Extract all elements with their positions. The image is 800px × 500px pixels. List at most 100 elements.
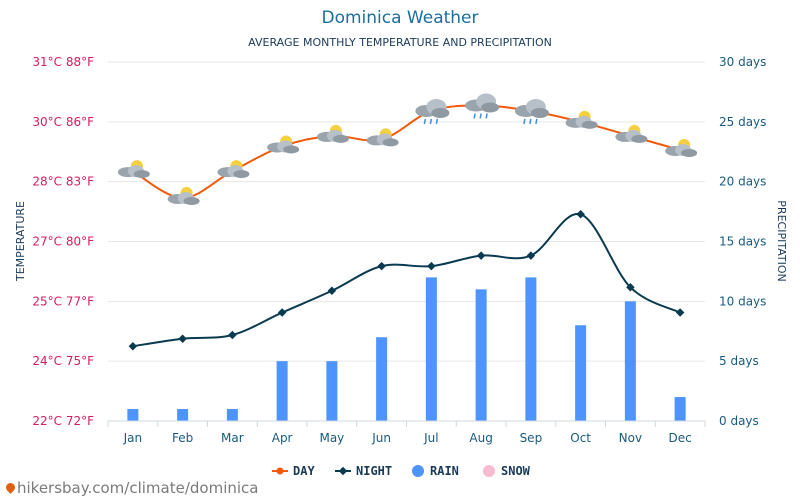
rain-cloud-icon <box>415 98 450 125</box>
cloud-shape <box>233 170 250 179</box>
cloud-shape <box>681 148 698 157</box>
left-tick-label: 31°C 88°F <box>32 55 94 69</box>
cloud-shape <box>431 107 450 118</box>
footer-link[interactable]: hikersbay.com/climate/dominica <box>4 479 259 497</box>
raindrop <box>429 118 433 125</box>
left-tick-label: 28°C 83°F <box>32 175 94 189</box>
night-point <box>178 334 187 343</box>
night-point <box>277 308 287 317</box>
raindrop <box>535 118 538 125</box>
partly-cloudy-icon <box>615 124 648 143</box>
x-tick-label: Feb <box>172 431 193 445</box>
raindrop <box>473 113 476 119</box>
cloud-shape <box>581 120 598 129</box>
right-tick-label: 15 days <box>719 235 766 249</box>
x-tick-label: Oct <box>570 431 591 445</box>
x-tick-label: Nov <box>619 431 642 445</box>
legend-marker-day <box>276 467 284 475</box>
axes: 22°C 72°F 24°C 75°F 25°C 77°F 27°C 80°F 28°C… <box>32 55 766 445</box>
legend-marker-rain <box>412 465 424 477</box>
rain-bars <box>127 277 686 421</box>
x-tick-label: May <box>319 431 344 445</box>
right-tick-label: 10 days <box>719 294 766 308</box>
left-tick-label: 24°C 75°F <box>32 354 94 368</box>
night-point <box>476 251 486 260</box>
partly-cloudy-icon <box>117 160 150 179</box>
x-tick-label: Sep <box>520 431 543 445</box>
partly-cloudy-icon <box>366 128 399 147</box>
cloud-shape <box>382 138 399 147</box>
weather-icons <box>117 93 698 205</box>
rain-cloud-icon <box>465 93 500 119</box>
raindrop <box>523 118 526 125</box>
y-axis-label-right: PRECIPITATION <box>775 200 788 281</box>
x-tick-label: Mar <box>221 431 244 445</box>
chart-title: Dominica Weather <box>321 8 478 28</box>
legend: DAY NIGHT RAIN SNOW <box>272 464 531 478</box>
cloud-shape <box>283 145 300 154</box>
partly-cloudy-icon <box>217 160 250 179</box>
cloud-shape <box>481 102 500 113</box>
raindrop <box>479 113 482 119</box>
x-tick-label: Jul <box>423 431 438 445</box>
rain-bar <box>624 301 636 421</box>
rain-bar <box>674 397 686 421</box>
cloud-shape <box>530 107 549 118</box>
partly-cloudy-icon <box>565 110 598 129</box>
right-tick-label: 30 days <box>719 55 766 69</box>
rain-cloud-icon <box>514 98 549 125</box>
left-tick-label: 25°C 77°F <box>32 294 94 308</box>
partly-cloudy-icon <box>167 186 200 205</box>
legend-marker-snow <box>483 465 495 477</box>
night-point <box>526 251 536 260</box>
raindrop <box>423 118 427 125</box>
x-tick-label: Aug <box>469 431 492 445</box>
day-line <box>132 104 681 199</box>
legend-label-snow: SNOW <box>501 464 531 478</box>
rain-bar <box>475 289 487 421</box>
night-line <box>132 213 681 348</box>
map-pin-icon <box>4 481 17 494</box>
night-point <box>377 261 386 271</box>
night-point <box>128 341 138 351</box>
left-tick-label: 22°C 72°F <box>32 414 94 428</box>
x-tick-label: Dec <box>669 431 692 445</box>
legend-marker-night <box>338 466 348 476</box>
grid <box>108 61 705 422</box>
rain-bar <box>575 325 587 421</box>
rain-bar <box>127 409 139 421</box>
night-point <box>427 261 436 271</box>
footer-text: hikersbay.com/climate/dominica <box>17 479 259 497</box>
rain-bar <box>376 337 388 421</box>
night-point <box>327 286 337 296</box>
night-point <box>626 283 635 292</box>
raindrop <box>529 118 532 125</box>
night-point <box>675 308 685 317</box>
right-tick-label: 25 days <box>719 115 766 129</box>
temperature-lines <box>128 104 685 351</box>
y-axis-label-left: TEMPERATURE <box>14 201 27 282</box>
x-tick-label: Jan <box>123 431 143 445</box>
left-tick-label: 27°C 80°F <box>32 235 94 249</box>
x-tick-label: Jun <box>371 431 391 445</box>
rain-bar <box>177 409 189 421</box>
legend-label-day: DAY <box>293 464 315 478</box>
rain-bar <box>226 409 238 421</box>
raindrop <box>435 118 439 125</box>
night-point <box>228 330 237 340</box>
rain-bar <box>525 277 537 421</box>
right-tick-label: 0 days <box>719 414 759 428</box>
rain-bar <box>276 361 288 421</box>
rain-bar <box>425 277 437 421</box>
legend-label-night: NIGHT <box>356 464 392 478</box>
chart-subtitle: AVERAGE MONTHLY TEMPERATURE AND PRECIPIT… <box>248 36 552 49</box>
partly-cloudy-icon <box>267 135 300 154</box>
right-tick-label: 20 days <box>719 175 766 189</box>
cloud-shape <box>631 134 648 143</box>
right-tick-label: 5 days <box>719 354 759 368</box>
raindrop <box>485 113 488 119</box>
x-tick-label: Apr <box>272 431 293 445</box>
night-point <box>576 210 585 219</box>
legend-label-rain: RAIN <box>430 464 459 478</box>
